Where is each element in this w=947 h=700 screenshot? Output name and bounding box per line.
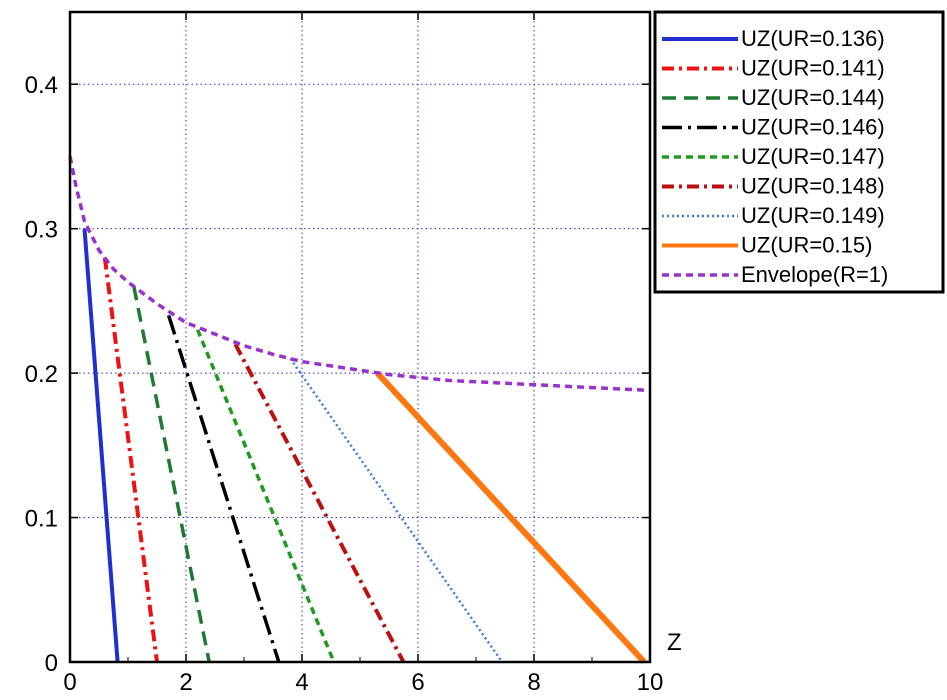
legend-entry-8: Envelope(R=1) (741, 262, 888, 287)
x-tick-label: 10 (637, 669, 664, 696)
series-line-5 (233, 343, 406, 663)
y-tick-label: 0.4 (25, 72, 58, 99)
grid (70, 12, 650, 662)
tick-marks (69, 12, 651, 663)
x-tick-label: 8 (527, 669, 540, 696)
series-line-8 (68, 156, 651, 393)
x-tick-label: 4 (295, 669, 308, 696)
legend-entry-6: UZ(UR=0.149) (741, 203, 885, 228)
y-tick-label: 0.1 (25, 506, 58, 533)
legend-entry-1: UZ(UR=0.141) (741, 56, 885, 81)
series-line-2 (132, 286, 211, 663)
series-line-6 (289, 357, 504, 663)
y-tick-label: 0.2 (25, 361, 58, 388)
legend-entry-4: UZ(UR=0.147) (741, 144, 885, 169)
plot-frame (68, 10, 652, 664)
tick-labels: 0 2 4 6 8 10 0 0.1 0.2 0.3 0.4 (25, 72, 664, 696)
series-line-7 (375, 371, 647, 665)
legend-entry-5: UZ(UR=0.148) (741, 174, 885, 199)
legend: UZ(UR=0.136) UZ(UR=0.141) UZ(UR=0.144) UZ(U… (653, 10, 945, 294)
legend-entry-2: UZ(UR=0.144) (741, 85, 885, 110)
series-layer (68, 156, 651, 665)
series-line-1 (102, 257, 159, 663)
x-tick-label: 0 (63, 669, 76, 696)
legend-entry-3: UZ(UR=0.146) (741, 115, 885, 140)
series-line-3 (166, 314, 281, 663)
series-line-4 (195, 329, 336, 663)
x-axis-label: Z (667, 629, 682, 656)
series-line-0 (82, 228, 120, 663)
x-tick-label: 2 (179, 669, 192, 696)
y-tick-label: 0.3 (25, 217, 58, 244)
legend-entry-0: UZ(UR=0.136) (741, 26, 885, 51)
x-tick-label: 6 (411, 669, 424, 696)
y-tick-label: 0 (45, 650, 58, 677)
legend-entry-7: UZ(UR=0.15) (741, 233, 872, 258)
